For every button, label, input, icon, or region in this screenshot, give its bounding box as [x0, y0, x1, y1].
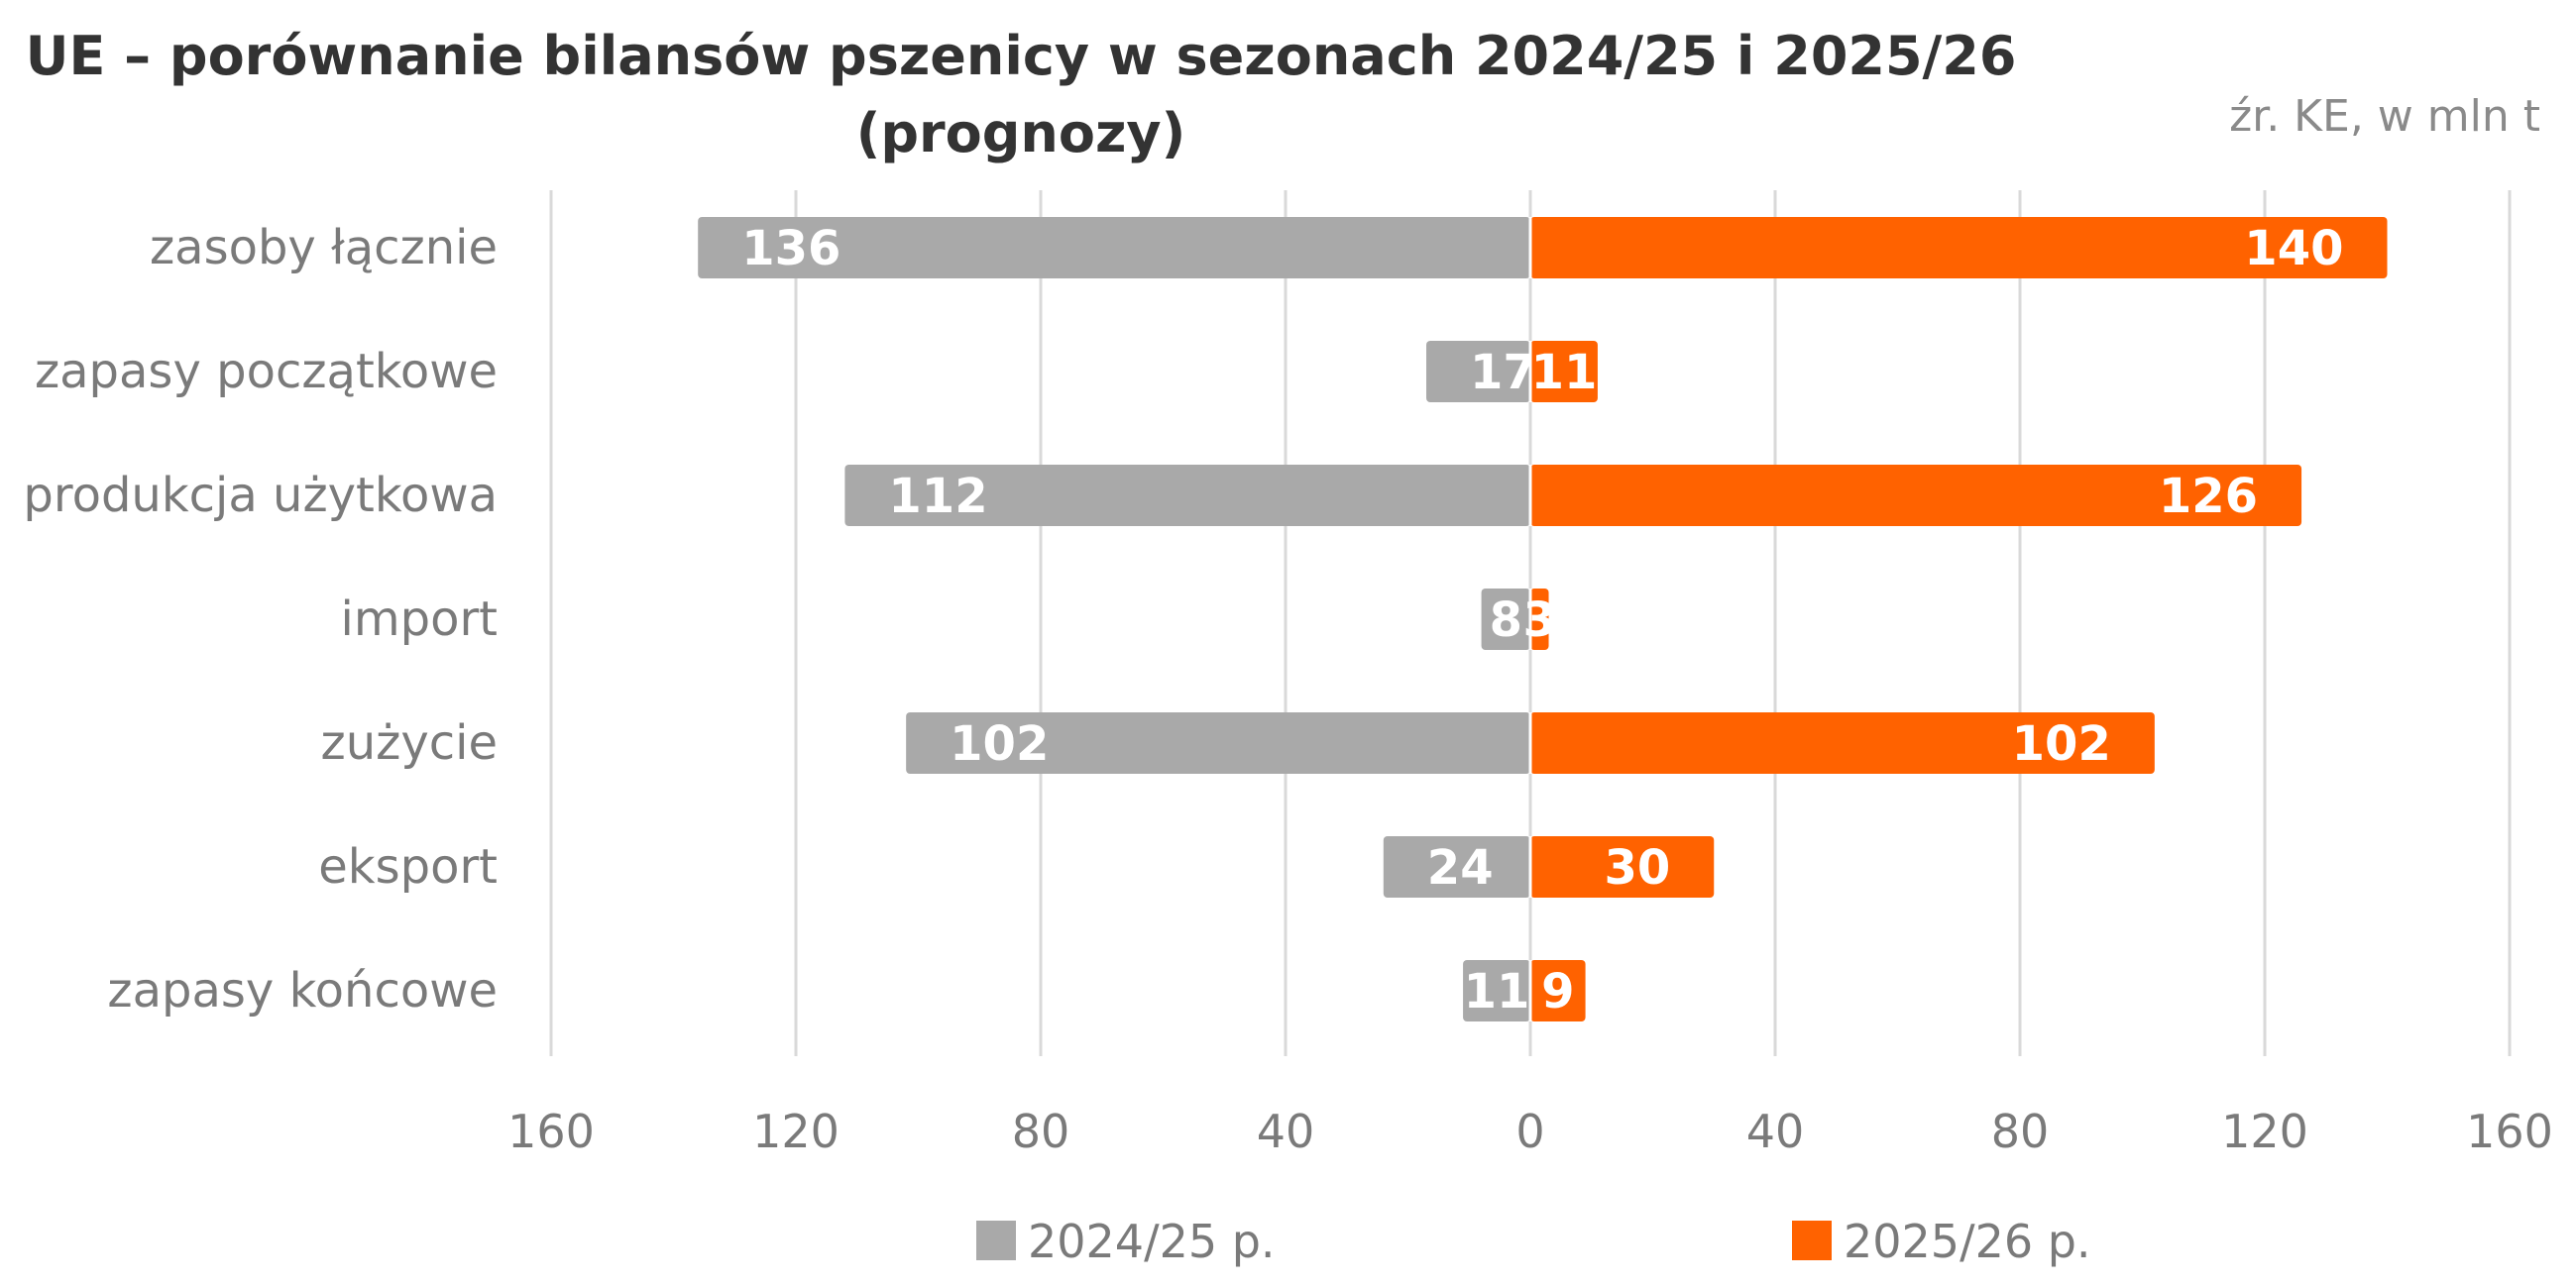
x-tick-label: 80 [1991, 1105, 2050, 1158]
bar-2025-26 [1530, 836, 1715, 898]
data-label: 17 [1470, 345, 1536, 400]
data-label: 102 [2012, 716, 2111, 772]
data-label: 9 [1541, 964, 1574, 1020]
data-label: 8 [1490, 592, 1522, 648]
data-label: 11 [1531, 345, 1598, 400]
data-label: 126 [2159, 469, 2258, 524]
data-label: 11 [1464, 964, 1530, 1020]
data-label: 30 [1604, 840, 1670, 896]
bar-2024-25 [698, 217, 1530, 278]
data-label: 24 [1427, 840, 1494, 896]
bar-2025-26 [1530, 465, 2302, 526]
category-label: produkcja użytkowa [23, 468, 498, 523]
bar-2025-26 [1530, 712, 2155, 774]
legend-label: 2024/25 p. [1028, 1215, 1276, 1268]
legend-swatch-0 [976, 1221, 1016, 1260]
bar-2024-25 [1383, 836, 1530, 898]
x-tick-label: 120 [752, 1105, 840, 1158]
bar-2025-26 [1530, 341, 1598, 402]
legend-label: 2025/26 p. [1844, 1215, 2091, 1268]
data-label: 3 [1523, 592, 1556, 648]
category-label: zasoby łącznie [150, 220, 498, 275]
category-label: zużycie [321, 715, 498, 771]
bar-2025-26 [1530, 589, 1549, 650]
category-label: import [341, 591, 498, 647]
data-label: 136 [741, 221, 840, 276]
bar-2024-25 [1481, 589, 1530, 650]
bar-2024-25 [844, 465, 1530, 526]
x-tick-label: 0 [1515, 1105, 1544, 1158]
source-note: źr. KE, w mln t [2229, 91, 2540, 142]
x-tick-label: 160 [507, 1105, 595, 1158]
category-label: zapasy początkowe [35, 344, 498, 399]
bar-2024-25 [906, 712, 1530, 774]
legend-swatch-1 [1792, 1221, 1832, 1260]
x-tick-label: 160 [2466, 1105, 2553, 1158]
data-label: 102 [950, 716, 1049, 772]
x-tick-label: 80 [1012, 1105, 1070, 1158]
category-label: eksport [318, 839, 498, 895]
bar-2025-26 [1530, 960, 1586, 1021]
x-tick-label: 40 [1746, 1105, 1805, 1158]
title-line-2: (prognozy) [855, 102, 1186, 164]
bar-2024-25 [1426, 341, 1530, 402]
x-tick-label: 40 [1257, 1105, 1315, 1158]
data-label: 140 [2244, 221, 2343, 276]
x-tick-label: 120 [2221, 1105, 2308, 1158]
bar-2024-25 [1463, 960, 1530, 1021]
chart-title: UE – porównanie bilansów pszenicy w sezo… [0, 18, 2042, 172]
category-label: zapasy końcowe [107, 963, 498, 1019]
title-line-1: UE – porównanie bilansów pszenicy w sezo… [25, 25, 2017, 87]
data-label: 112 [888, 469, 987, 524]
bar-2025-26 [1530, 217, 2388, 278]
